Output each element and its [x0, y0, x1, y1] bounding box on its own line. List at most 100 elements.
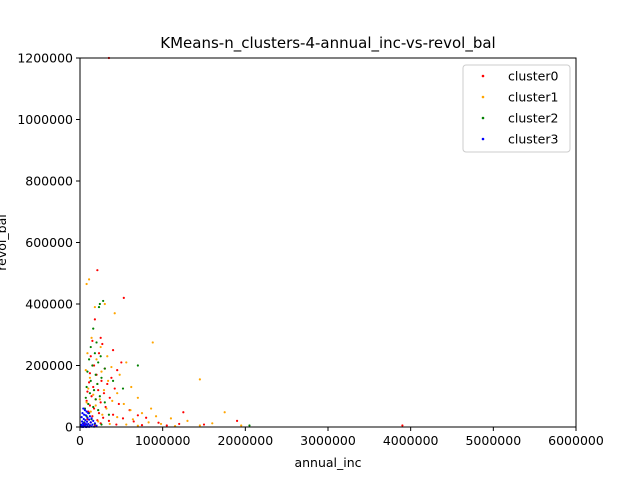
data-point — [84, 396, 87, 399]
legend-marker — [481, 137, 485, 141]
data-point — [89, 410, 92, 413]
y-tick-label: 1000000 — [17, 112, 73, 127]
data-point — [202, 423, 206, 426]
data-point — [120, 361, 123, 364]
data-point — [91, 364, 94, 367]
data-point — [88, 392, 92, 395]
data-point — [129, 408, 132, 412]
x-tick-label: 1000000 — [135, 433, 191, 448]
data-point — [94, 404, 97, 407]
data-point — [198, 424, 201, 427]
data-point — [87, 402, 90, 406]
data-point — [100, 379, 103, 382]
data-point — [86, 390, 89, 393]
data-point — [83, 413, 86, 416]
data-point — [110, 365, 113, 369]
data-point — [98, 398, 101, 401]
data-point — [90, 336, 93, 339]
ticks-layer: 0 1000000 2000000 3000000 4000000 5000000 6000… — [17, 51, 604, 449]
data-point — [92, 385, 95, 389]
series-cluster2 — [83, 299, 251, 427]
data-point — [87, 418, 91, 421]
data-point — [154, 415, 158, 418]
series-cluster0 — [83, 56, 404, 427]
data-point — [248, 424, 251, 427]
x-tick-label: 5000000 — [465, 433, 521, 448]
data-point — [116, 369, 119, 372]
data-point — [108, 396, 111, 399]
data-point — [87, 387, 90, 390]
legend-label: cluster1 — [508, 90, 558, 105]
data-point — [90, 395, 93, 398]
data-point — [87, 358, 91, 361]
data-point — [85, 401, 88, 404]
data-point — [95, 341, 98, 344]
data-point — [121, 387, 125, 390]
data-point — [89, 345, 92, 349]
data-point — [106, 355, 109, 358]
data-point — [91, 423, 94, 426]
data-point — [130, 385, 133, 389]
data-point — [97, 305, 101, 309]
data-point — [93, 352, 96, 355]
y-tick-label: 1200000 — [17, 51, 73, 66]
data-point — [92, 419, 95, 422]
data-point — [240, 424, 243, 427]
data-point — [100, 370, 103, 373]
data-point — [103, 367, 106, 370]
data-point — [165, 424, 168, 427]
data-point — [235, 419, 239, 422]
data-point — [223, 411, 226, 414]
data-point — [105, 407, 108, 410]
data-point — [96, 269, 99, 272]
data-point — [92, 327, 95, 330]
data-point — [97, 420, 100, 423]
data-point — [140, 424, 144, 427]
chart-title: KMeans-n_clusters-4-annual_inc-vs-revol_… — [160, 34, 495, 53]
data-point — [95, 358, 98, 361]
legend-marker — [481, 95, 485, 99]
data-point — [87, 412, 90, 415]
data-point — [182, 411, 185, 414]
data-point — [136, 364, 139, 367]
data-point — [108, 422, 111, 426]
y-tick-label: 800000 — [25, 174, 73, 189]
data-point — [83, 421, 86, 424]
data-point — [88, 404, 92, 407]
data-point — [136, 414, 139, 417]
data-point — [99, 401, 102, 404]
data-point — [145, 416, 148, 419]
legend-marker — [481, 74, 485, 78]
data-point — [125, 423, 128, 426]
data-point — [149, 407, 153, 410]
data-point — [85, 385, 88, 389]
data-point — [122, 296, 125, 299]
data-point — [107, 419, 111, 422]
data-point — [93, 422, 96, 425]
data-point — [86, 418, 89, 421]
data-point — [84, 369, 87, 372]
y-axis-label: revol_bal — [0, 214, 9, 270]
data-point — [106, 382, 109, 386]
data-point — [101, 342, 104, 346]
data-point — [80, 420, 84, 423]
data-point — [103, 401, 106, 404]
data-point — [136, 424, 139, 427]
data-point — [94, 373, 97, 376]
data-point — [91, 415, 94, 418]
legend-marker — [481, 116, 485, 120]
data-point — [100, 376, 103, 379]
data-point — [83, 408, 87, 412]
data-point — [132, 420, 135, 423]
data-point — [147, 421, 150, 424]
data-point — [80, 416, 83, 419]
data-point — [113, 387, 116, 390]
data-point — [116, 392, 119, 395]
data-point — [88, 376, 92, 379]
data-point — [89, 421, 92, 424]
data-point — [92, 393, 95, 396]
data-point — [86, 370, 89, 373]
data-point — [89, 379, 92, 382]
data-point — [97, 408, 100, 412]
data-point — [131, 418, 135, 421]
